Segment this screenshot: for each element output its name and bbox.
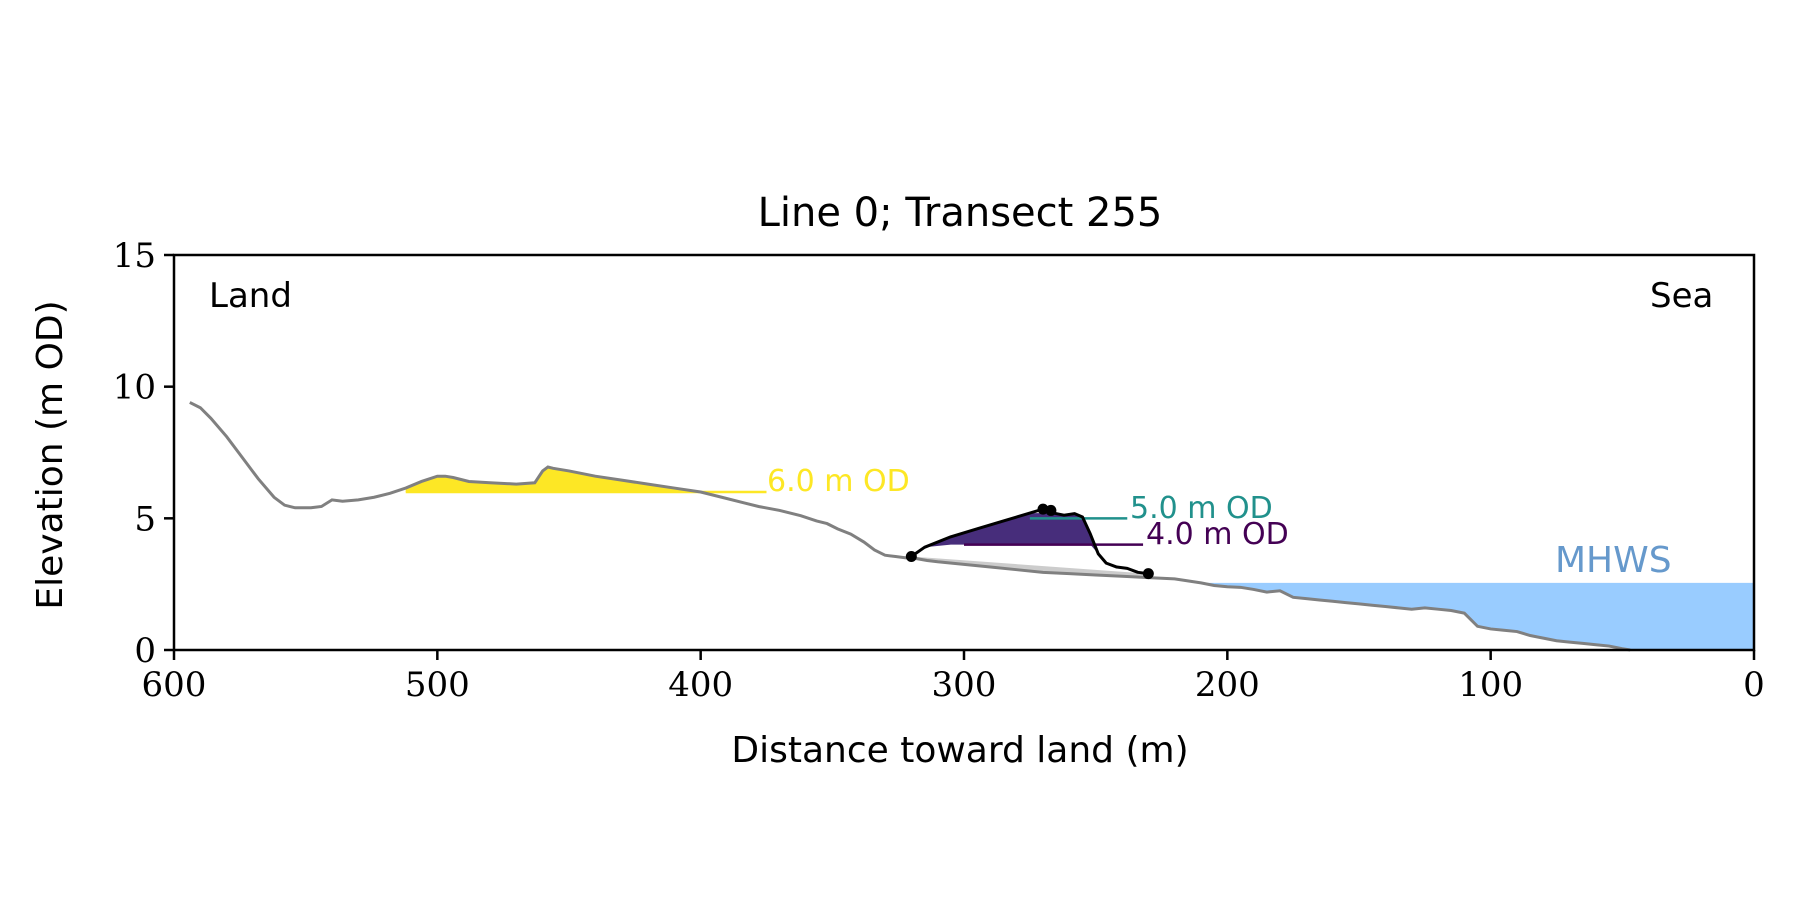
dune-point-2 [1045, 504, 1057, 516]
axis-layer: 600 500 400 300 200 100 0 0 5 10 15 [113, 236, 1765, 705]
level-4-label: 4.0 m OD [1146, 517, 1289, 552]
land-label: Land [209, 276, 292, 316]
dune-point-3 [1142, 568, 1154, 580]
x-tick-label-4: 200 [1195, 665, 1260, 705]
y-tick-label-0: 0 [134, 631, 156, 671]
y-tick-label-1: 5 [134, 499, 156, 539]
dune-point-0 [905, 551, 917, 563]
level-6-fill [405, 466, 701, 492]
x-tick-label-3: 300 [932, 665, 997, 705]
level-6-label: 6.0 m OD [767, 464, 910, 499]
y-tick-label-2: 10 [113, 368, 156, 408]
dune-crest-line [910, 507, 1149, 576]
y-axis-label: Elevation (m OD) [30, 300, 71, 609]
x-tick-label-2: 400 [668, 665, 733, 705]
x-tick-label-0: 600 [142, 665, 207, 705]
plot-layer [189, 401, 1754, 652]
x-tick-label-5: 100 [1458, 665, 1523, 705]
x-axis-label: Distance toward land (m) [731, 730, 1188, 771]
dune-volume-fill [911, 513, 1149, 574]
y-tick-label-3: 15 [113, 236, 156, 276]
profile-line [189, 401, 1631, 652]
mhws-label: MHWS [1555, 540, 1672, 581]
x-tick-label-6: 0 [1743, 665, 1765, 705]
chart-title: Line 0; Transect 255 [758, 190, 1163, 236]
level-5-label: 5.0 m OD [1130, 491, 1273, 526]
dune-base-fill [911, 556, 1149, 578]
x-tick-label-1: 500 [405, 665, 470, 705]
sea-label: Sea [1650, 276, 1713, 316]
mhws-area [1201, 582, 1754, 650]
